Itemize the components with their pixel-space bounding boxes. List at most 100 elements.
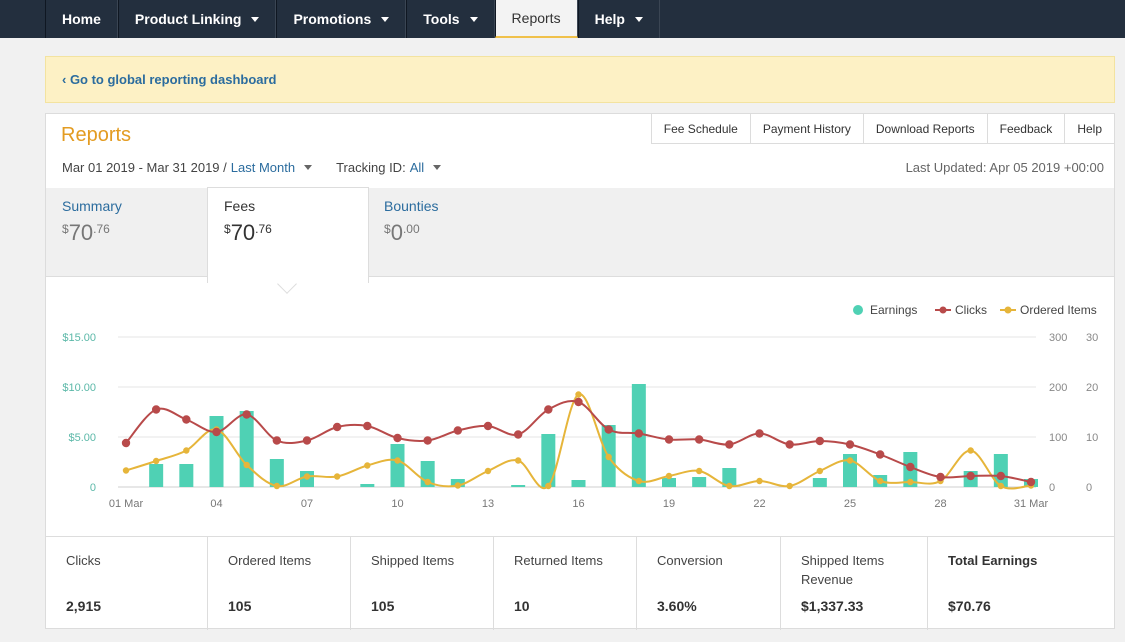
clicks-point	[574, 397, 583, 407]
summary-tabs: Summary $70.76 Fees $70.76 Bounties $0.0…	[46, 187, 1114, 294]
x-tick-label: 31 Mar	[1014, 498, 1049, 510]
stats-row: Clicks 2,915 Ordered Items 105 Shipped I…	[46, 536, 1114, 630]
stat-label: Clicks	[66, 553, 101, 568]
ordered-items-point	[816, 467, 824, 475]
tab-fees-amount: $70.76	[224, 220, 272, 246]
chevron-down-icon	[304, 165, 313, 170]
ordered-items-point	[726, 482, 733, 490]
tab-fees[interactable]: Fees $70.76	[207, 187, 369, 294]
legend-earnings-marker	[853, 305, 863, 315]
report-links: Fee Schedule Payment History Download Re…	[650, 113, 1115, 144]
clicks-point	[936, 472, 945, 482]
clicks-point	[302, 436, 312, 445]
clicks-point	[513, 430, 523, 439]
nav-home[interactable]: Home	[45, 0, 118, 38]
chevron-down-icon	[469, 16, 478, 22]
earnings-bar	[692, 477, 707, 487]
ordered-items-point	[605, 453, 612, 461]
period-label: Last Month	[230, 160, 296, 175]
top-navigation-bar: Home Product Linking Promotions Tools Re…	[0, 0, 1125, 38]
y-right-tick-label: 10	[1086, 432, 1098, 444]
stat-value: $1,337.33	[801, 598, 864, 614]
tracking-id-selector[interactable]: Tracking ID: All	[336, 160, 442, 175]
ordered-items-point	[152, 457, 160, 465]
stat-label: Ordered Items	[228, 553, 312, 568]
stat-clicks: Clicks 2,915	[46, 537, 208, 630]
y-right-tick-label: 0	[1086, 482, 1092, 494]
tab-bounties[interactable]: Bounties $0.00	[368, 188, 528, 277]
ordered-items-point	[665, 472, 673, 480]
ordered-items-point	[907, 478, 914, 486]
nav-help[interactable]: Help	[577, 0, 660, 38]
ordered-items-point	[394, 457, 401, 464]
earnings-bar	[662, 478, 676, 487]
x-tick-label: 10	[391, 498, 403, 510]
clicks-point	[483, 421, 493, 431]
clicks-point	[212, 427, 221, 437]
ordered-items-point	[876, 477, 884, 485]
ordered-items-point	[635, 477, 643, 485]
fee-schedule-link[interactable]: Fee Schedule	[650, 113, 750, 144]
ordered-items-point	[786, 482, 793, 490]
currency-symbol: $	[224, 222, 231, 236]
y-mid-tick-label: 0	[1049, 482, 1055, 494]
earnings-bar	[993, 454, 1008, 487]
currency-symbol: $	[62, 222, 69, 236]
stat-total-earnings: Total Earnings $70.76	[928, 537, 1114, 630]
help-link[interactable]: Help	[1064, 113, 1115, 144]
nav-reports-label: Reports	[511, 10, 561, 26]
tracking-id-value: All	[409, 160, 425, 175]
clicks-point	[182, 415, 191, 424]
nav-product-linking[interactable]: Product Linking	[117, 0, 277, 38]
ordered-items-point	[967, 447, 974, 454]
clicks-point	[1026, 477, 1036, 487]
global-dashboard-link[interactable]: ‹ Go to global reporting dashboard	[62, 72, 277, 87]
ordered-items-point	[333, 473, 341, 480]
nav-tools-label: Tools	[423, 11, 460, 27]
amount-whole: 0	[390, 220, 403, 245]
payment-history-link[interactable]: Payment History	[749, 113, 863, 144]
clicks-point	[453, 426, 463, 435]
ordered-items-point	[122, 467, 130, 474]
page-title: Reports	[61, 124, 132, 146]
legend-point-marker	[1004, 306, 1012, 314]
clicks-point	[725, 440, 734, 449]
earnings-chart: $15.00 300 30$10.00 200 20$5.00 100 100 0 001 Ma…	[62, 303, 1098, 510]
clicks-point	[664, 435, 674, 444]
nav-reports[interactable]: Reports	[494, 0, 578, 38]
tab-bounties-amount: $0.00	[384, 220, 420, 246]
date-range-selector[interactable]: Mar 01 2019 - Mar 31 2019 / Last Month	[62, 160, 313, 175]
ordered-items-point	[756, 477, 763, 485]
stat-label: Returned Items	[514, 553, 603, 568]
amount-cents: .00	[402, 222, 420, 236]
feedback-link[interactable]: Feedback	[986, 113, 1065, 144]
stat-value: 105	[371, 598, 395, 614]
earnings-bar	[722, 468, 737, 487]
y-mid-tick-label: 100	[1049, 432, 1067, 444]
download-reports-link[interactable]: Download Reports	[862, 113, 987, 144]
tab-summary[interactable]: Summary $70.76	[46, 188, 206, 277]
clicks-line	[125, 400, 1032, 483]
ordered-items-point	[454, 482, 462, 489]
x-tick-label: 04	[210, 498, 222, 510]
tab-summary-label: Summary	[62, 198, 122, 214]
x-tick-label: 28	[934, 498, 946, 510]
reports-card: Reports Fee Schedule Payment History Dow…	[45, 113, 1115, 630]
nav-promotions-label: Promotions	[293, 11, 372, 27]
stat-value: 10	[514, 598, 530, 614]
tab-summary-amount: $70.76	[62, 220, 110, 246]
tab-bounties-label: Bounties	[384, 198, 439, 214]
earnings-bar	[149, 464, 164, 487]
clicks-point	[966, 471, 975, 481]
clicks-point	[815, 436, 825, 446]
ordered-items-point	[424, 478, 431, 486]
ordered-items-point	[575, 391, 582, 398]
currency-symbol: $	[384, 222, 391, 236]
x-tick-label: 13	[482, 498, 494, 510]
nav-tools[interactable]: Tools	[406, 0, 495, 38]
earnings-bar	[541, 434, 556, 487]
nav-promotions[interactable]: Promotions	[276, 0, 407, 38]
clicks-point	[544, 405, 553, 414]
ordered-items-point	[514, 457, 522, 464]
earnings-bar	[239, 411, 254, 487]
